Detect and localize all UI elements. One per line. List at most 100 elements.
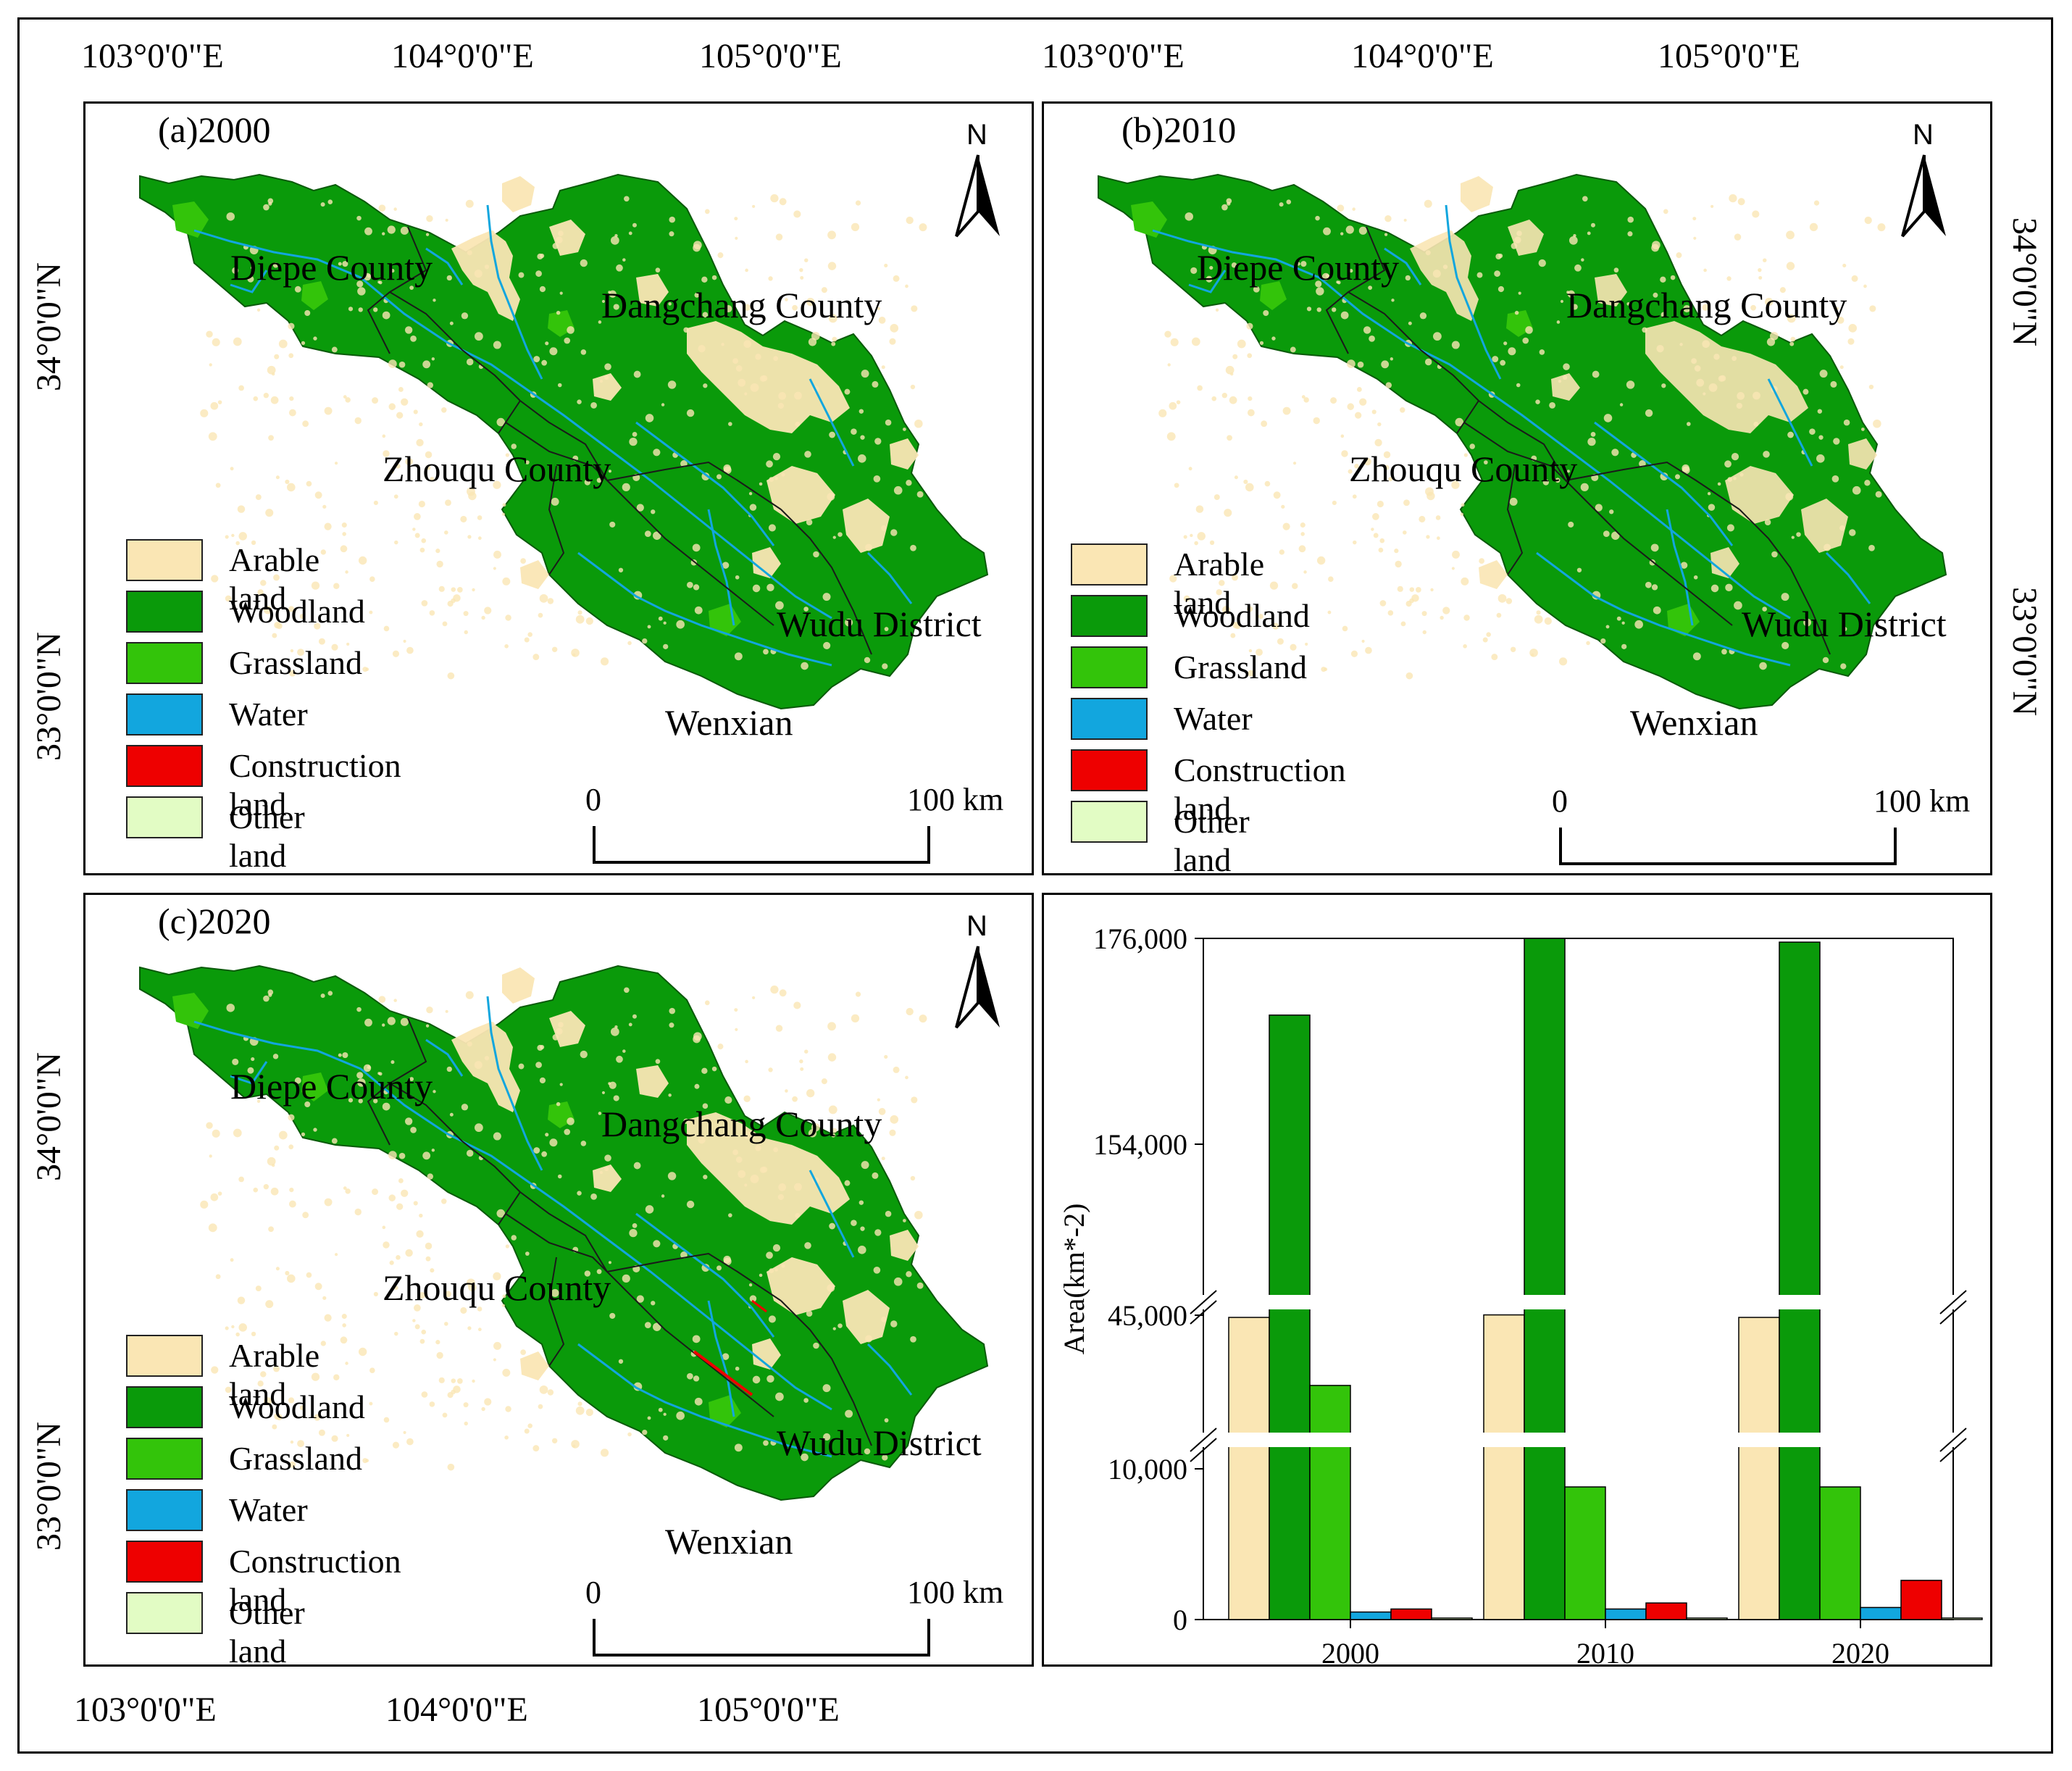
arable-speck (331, 643, 338, 651)
arable-speck (226, 1004, 235, 1012)
arable-speck (288, 1144, 294, 1150)
arable-speck (378, 280, 383, 285)
arable-speck (1463, 453, 1468, 457)
arable-speck (1613, 267, 1619, 273)
arable-speck (1500, 359, 1506, 366)
arable-speck (430, 1268, 435, 1273)
arable-speck (686, 1372, 693, 1380)
arable-speck (1568, 521, 1574, 528)
arable-speck (704, 209, 710, 214)
arable-speck (609, 290, 617, 298)
arable-speck (1819, 370, 1828, 378)
arable-speck (230, 1258, 234, 1262)
arable-speck (1277, 638, 1284, 645)
arable-speck (1256, 649, 1263, 657)
arable-speck (642, 638, 648, 644)
arable-speck (775, 233, 783, 241)
arable-speck (467, 250, 472, 256)
arable-speck (600, 657, 609, 666)
arable-speck (778, 1183, 787, 1191)
arable-speck (493, 1272, 501, 1280)
arable-speck (464, 630, 468, 635)
arable-speck (613, 304, 619, 310)
arable-speck (547, 1389, 554, 1396)
arable-speck (278, 1130, 288, 1140)
arable-speck (860, 1226, 865, 1231)
county-border (505, 422, 608, 481)
arable-speck (1556, 320, 1561, 324)
arable-speck (445, 1291, 451, 1298)
arable-speck (230, 467, 234, 471)
arable-speck (683, 1118, 689, 1125)
arable-speck (622, 1049, 626, 1053)
arable-speck (559, 1083, 563, 1086)
arable-speck (580, 1050, 588, 1059)
arable-speck (795, 421, 801, 427)
arable-speck (1847, 338, 1855, 345)
arable-speck (743, 1131, 752, 1140)
arable-speck (467, 1278, 475, 1288)
construction-strip (751, 1299, 767, 1313)
arable-speck (774, 1267, 778, 1272)
arable-speck (636, 504, 644, 512)
arable-speck (1305, 642, 1308, 646)
arable-speck (382, 1102, 390, 1111)
arable-speck (734, 217, 738, 221)
arable-speck (622, 483, 630, 491)
county-border (505, 1213, 608, 1272)
legend-swatch (1071, 749, 1148, 791)
arable-speck (435, 549, 440, 554)
county-border (606, 461, 782, 510)
arable-speck (416, 438, 424, 447)
arable-speck (1301, 395, 1306, 399)
arable-speck (769, 477, 774, 483)
arable-speck (322, 504, 327, 509)
arable-speck (1300, 522, 1306, 528)
arable-speck (532, 1445, 540, 1452)
river (360, 1067, 832, 1411)
arable-speck (538, 1404, 543, 1409)
river (425, 1038, 464, 1077)
arable-speck (396, 412, 404, 419)
arable-speck (794, 391, 802, 400)
arable-speck (357, 1078, 366, 1087)
grassland-patch (709, 1395, 741, 1428)
arable-speck (324, 1314, 332, 1322)
arable-speck (388, 403, 396, 410)
arable-speck (881, 365, 885, 370)
arable-speck (388, 359, 397, 369)
arable-speck (1713, 354, 1720, 360)
arable-patch (593, 1164, 622, 1192)
arable-speck (564, 1128, 571, 1135)
arable-speck (461, 1104, 469, 1111)
legend-swatch (1071, 646, 1148, 688)
arable-speck (658, 616, 663, 621)
arable-speck (669, 1007, 676, 1014)
arable-speck (537, 1044, 543, 1051)
arable-speck (1495, 253, 1502, 259)
y-tick-label: 154,000 (1093, 1128, 1187, 1161)
grassland-patch (301, 1072, 328, 1101)
arable-speck (702, 1103, 709, 1109)
arable-speck (1357, 361, 1364, 368)
arable-speck (211, 1366, 219, 1374)
axis-break-mark (1939, 1300, 1967, 1325)
county-border (635, 1300, 774, 1417)
arable-speck (445, 1009, 448, 1013)
arable-speck (622, 1274, 630, 1283)
arable-speck (327, 991, 333, 996)
bar-construction-2010 (1645, 1602, 1687, 1620)
arable-speck (743, 304, 751, 312)
arable-speck (1248, 396, 1253, 401)
arable-speck (301, 1132, 306, 1137)
arable-speck (632, 431, 638, 437)
north-arrow-icon (955, 154, 1000, 238)
arable-speck (1324, 667, 1328, 672)
arable-speck (502, 1368, 511, 1377)
arable-speck (320, 993, 325, 999)
arable-speck (373, 1099, 378, 1104)
arable-speck (354, 1208, 362, 1216)
arable-speck (801, 1453, 809, 1462)
arable-speck (390, 269, 395, 273)
basin-group (1098, 173, 1947, 710)
